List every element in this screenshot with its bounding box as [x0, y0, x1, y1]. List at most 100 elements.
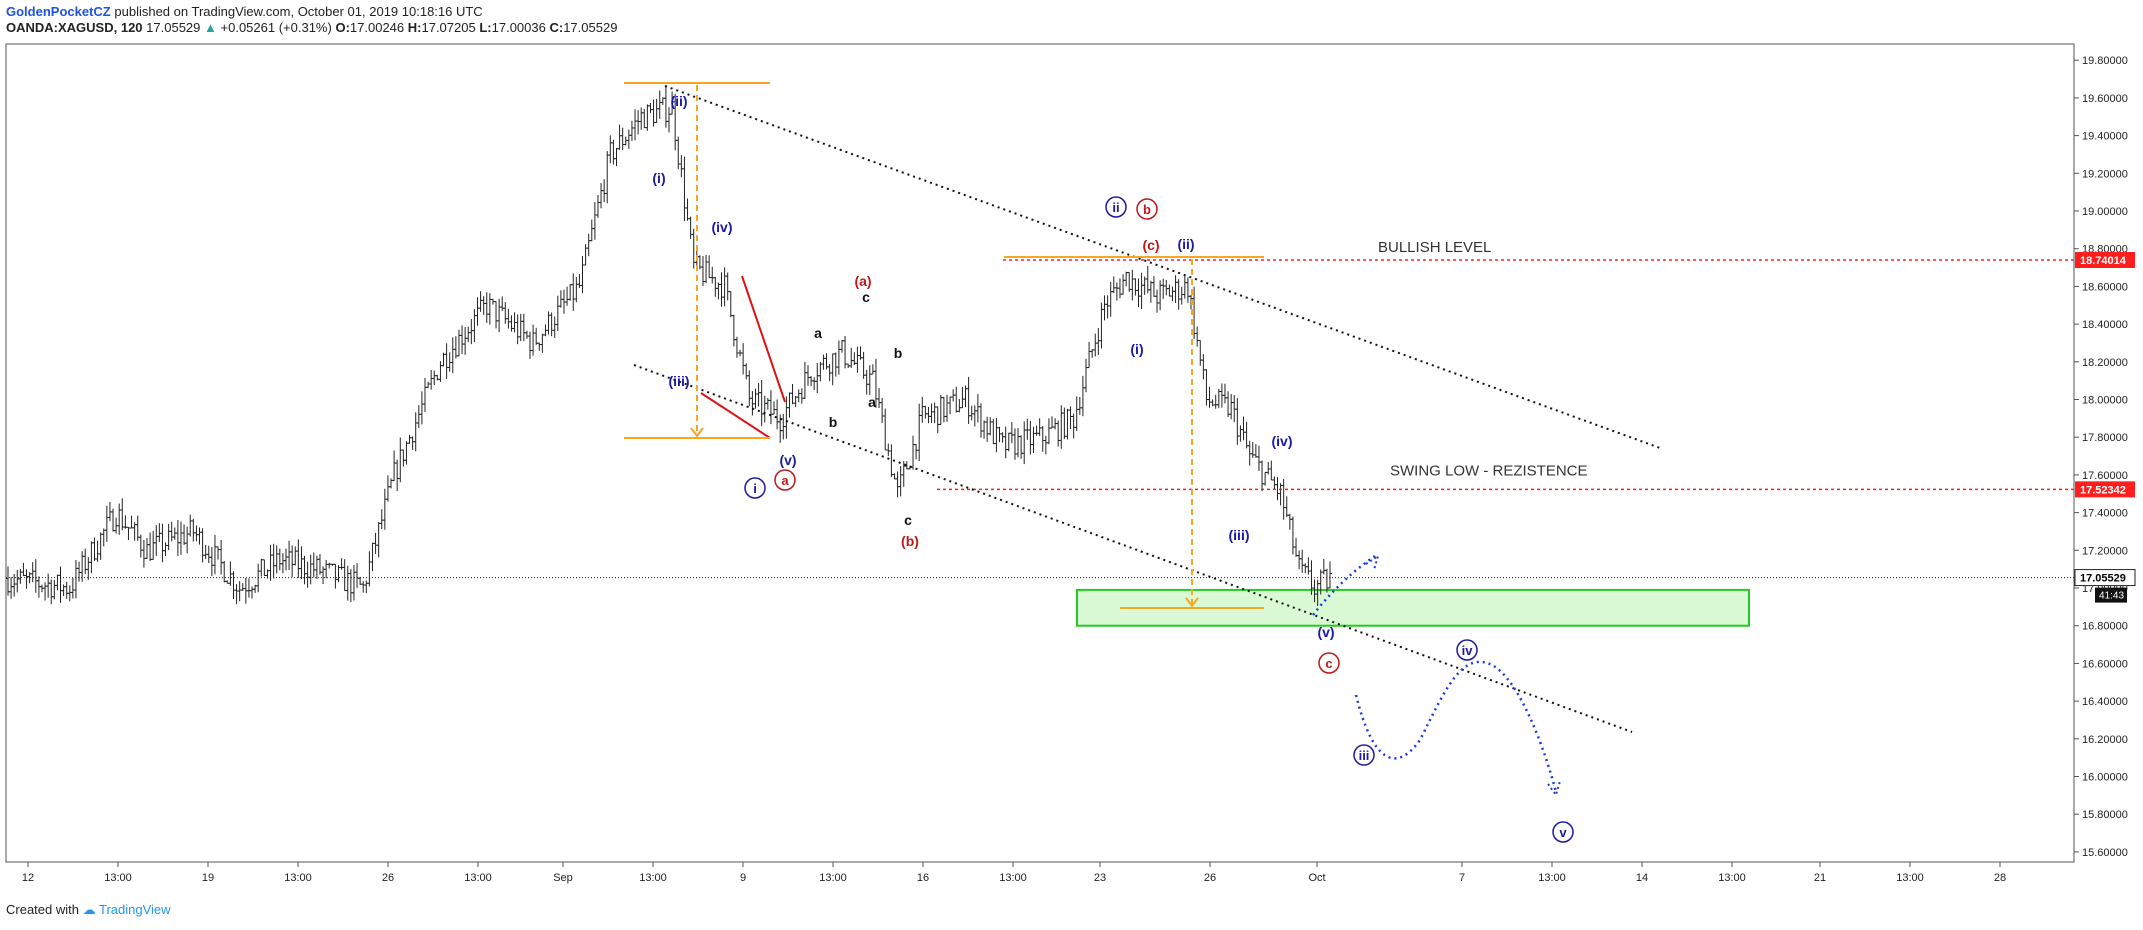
y-tick-label: 16.60000: [2082, 658, 2128, 670]
wave-label-black: b: [894, 345, 903, 361]
bullish-level-tag: 18.74014: [2080, 255, 2127, 267]
ohlc-bar: [1062, 407, 1067, 440]
ohlc-bar: [524, 330, 529, 339]
x-tick-label: Oct: [1308, 872, 1325, 884]
ohlc-bar: [1059, 405, 1064, 449]
footer-credit: Created with ☁ TradingView: [6, 902, 171, 918]
published-text: published on TradingView.com, October 01…: [114, 4, 483, 19]
wave-label-black: a: [868, 394, 876, 410]
ohlc-bar: [716, 282, 721, 300]
ohlc-bar: [494, 301, 499, 329]
ohlc-bar: [95, 540, 100, 562]
ohlc-bar: [1253, 444, 1258, 458]
ohlc-bar: [728, 291, 733, 318]
ohlc-bar: [1105, 295, 1110, 319]
ohlc-bar: [818, 361, 823, 382]
ohlc-bar: [250, 586, 255, 599]
projection-down-path[interactable]: [1354, 660, 1558, 793]
ohlc-bar: [1297, 550, 1302, 570]
ohlc-bar: [1127, 272, 1132, 292]
ohlc-bar: [456, 329, 461, 357]
ohlc-bar: [1114, 282, 1119, 301]
y-tick-label: 19.20000: [2082, 168, 2128, 180]
y-tick-label: 18.20000: [2082, 357, 2128, 369]
x-tick-label: 23: [1094, 872, 1106, 884]
ohlc-bar: [120, 498, 125, 531]
ohlc-bar: [1009, 422, 1014, 444]
x-tick-label: 28: [1994, 872, 2006, 884]
projection-up-path[interactable]: [1312, 554, 1376, 616]
ohlc-bar: [608, 135, 613, 164]
ohlc-bar: [633, 109, 638, 141]
ohlc-bar: [166, 523, 171, 551]
ohlc-bar: [864, 369, 869, 395]
tradingview-logo-icon[interactable]: ☁: [82, 902, 96, 917]
ohlc-bar: [1117, 278, 1122, 299]
red-wedge-line-upper[interactable]: [741, 275, 786, 403]
ohlc-bar: [787, 392, 792, 418]
ohlc-bar: [1164, 279, 1169, 296]
x-tick-label: 7: [1459, 872, 1465, 884]
ohlc-bar: [966, 376, 971, 424]
ohlc-bar: [472, 309, 477, 343]
ohlc-bar: [1016, 428, 1021, 458]
ohlc-bar: [839, 339, 844, 353]
ohlc-bar: [784, 396, 789, 439]
tradingview-brand[interactable]: TradingView: [99, 902, 171, 917]
ohlc-bar: [450, 337, 455, 374]
ohlc-bar: [892, 473, 897, 480]
red-wedge-line-lower[interactable]: [700, 392, 771, 439]
ohlc-bar: [617, 124, 622, 150]
ohlc-bar: [191, 518, 196, 542]
ohlc-bar: [1068, 406, 1073, 429]
ohlc-bar: [58, 566, 63, 603]
ohlc-bar: [1155, 289, 1160, 313]
ohlc-bar: [982, 420, 987, 439]
y-tick-label: 19.60000: [2082, 93, 2128, 105]
ohlc-bar: [719, 272, 724, 307]
ohlc-bar: [1260, 460, 1265, 492]
ohlc-bar: [688, 216, 693, 239]
y-tick-label: 17.80000: [2082, 432, 2128, 444]
ohlc-bar: [1176, 279, 1181, 310]
bullish-level-tag-bg: [2075, 251, 2135, 268]
ohlc-bar: [413, 412, 418, 452]
ohlc-bar: [867, 365, 872, 395]
ohlc-bar: [401, 449, 406, 467]
ohlc-bar: [1238, 425, 1243, 442]
upper-trendline[interactable]: [664, 85, 1661, 449]
price-change: +0.05261 (+0.31%): [220, 20, 332, 35]
ohlc-bar: [67, 585, 72, 602]
ohlc-bar: [657, 90, 662, 119]
ohlc-bar: [138, 534, 143, 558]
ohlc-bar: [805, 365, 810, 386]
ohlc-bar: [799, 388, 804, 404]
ohlc-bar: [1111, 276, 1116, 294]
ohlc-bar: [172, 527, 177, 540]
ohlc-bar: [160, 523, 165, 563]
ohlc-bar: [626, 129, 631, 149]
ohlc-bar: [503, 302, 508, 324]
wave-label-red-circle: a: [781, 473, 789, 488]
publisher-name[interactable]: GoldenPocketCZ: [6, 4, 111, 19]
ohlc-bar: [756, 382, 761, 407]
ohlc-bar: [753, 388, 758, 409]
ohlc-bar: [648, 102, 653, 114]
ohlc-bar: [725, 272, 730, 301]
ohlc-bar: [506, 308, 511, 329]
ohlc-bar: [361, 581, 366, 593]
ohlc-bar: [89, 541, 94, 574]
ohlc-bar: [302, 555, 307, 585]
ohlc-bar: [6, 566, 10, 596]
ohlc-bar: [1207, 386, 1212, 408]
symbol-label: OANDA:XAGUSD, 120: [6, 20, 143, 35]
ohlc-bar: [259, 558, 264, 577]
ohlc-bar: [422, 377, 427, 413]
ohlc-bar: [941, 397, 946, 423]
ohlc-bar: [1077, 397, 1082, 415]
ohlc-bar: [895, 471, 900, 498]
ohlc-bar: [317, 554, 322, 575]
ohlc-bar: [1250, 441, 1255, 458]
price-chart[interactable]: BULLISH LEVEL SWING LOW - REZISTENCE (ii) (…: [0, 40, 2143, 900]
wave-label-blue: (iv): [1272, 433, 1293, 449]
